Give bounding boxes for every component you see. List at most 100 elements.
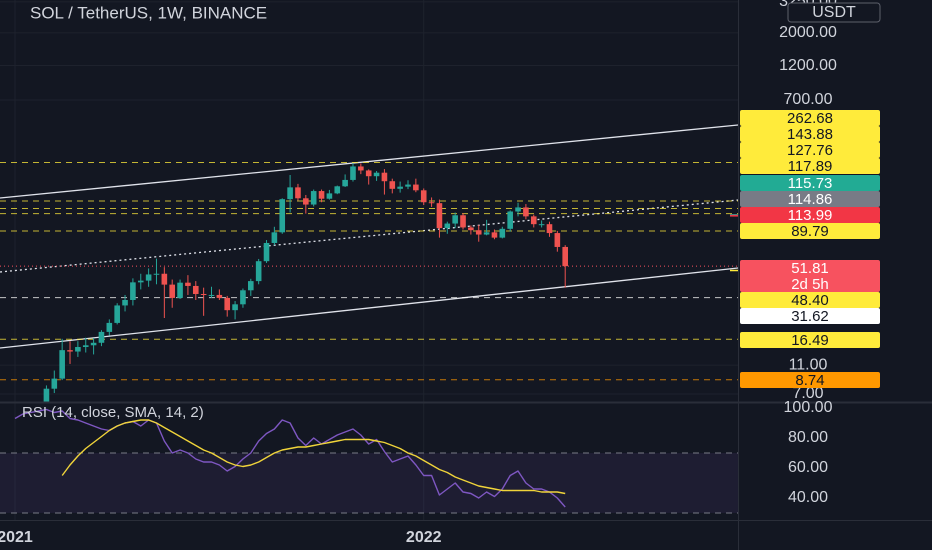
price-tag-label: 143.88 xyxy=(787,126,833,143)
y-tick-label: 40.00 xyxy=(788,489,828,506)
candle-body xyxy=(365,170,372,177)
candle-body xyxy=(452,215,458,224)
price-tag-label: 48.40 xyxy=(791,292,829,309)
candle-body xyxy=(185,282,191,286)
price-tag xyxy=(740,175,880,191)
candle-body xyxy=(342,179,348,187)
chart-title: SOL / TetherUS, 1W, BINANCE xyxy=(30,3,267,22)
candle-body xyxy=(358,166,364,171)
price-tag-label: 117.89 xyxy=(788,158,833,175)
candle-body xyxy=(161,273,168,285)
candle-body xyxy=(224,297,231,311)
candle-body xyxy=(295,187,301,199)
candle-body xyxy=(232,304,238,311)
candle-body xyxy=(546,224,553,234)
y-tick-label: 11.00 xyxy=(789,356,828,373)
price-tag-label: 89.79 xyxy=(791,223,829,240)
candle-body xyxy=(82,345,89,348)
price-tag xyxy=(740,126,880,142)
price-tag-label: 127.76 xyxy=(787,142,833,159)
y-tick-label: 100.00 xyxy=(784,399,833,416)
channel-lower-line xyxy=(0,267,738,349)
candle-body xyxy=(122,299,128,306)
candle-body xyxy=(475,230,482,235)
candle-body xyxy=(255,261,262,282)
channel-upper-line xyxy=(0,124,738,199)
price-tag-label: 262.68 xyxy=(787,110,833,127)
candle-body xyxy=(413,184,419,191)
candle-body xyxy=(169,284,175,298)
candle-body xyxy=(405,184,411,187)
candle-body xyxy=(420,190,427,203)
candle-body xyxy=(554,233,561,247)
bar-countdown: 2d 5h xyxy=(791,276,829,293)
price-tag xyxy=(740,158,880,174)
candle-body xyxy=(43,388,50,402)
candle-body xyxy=(460,215,466,228)
candle-body xyxy=(523,207,529,217)
rsi-line xyxy=(61,419,566,495)
candle-body xyxy=(114,305,120,323)
price-tag xyxy=(740,260,880,292)
rsi-pane xyxy=(0,408,738,514)
candle-body xyxy=(137,280,144,283)
candle-body xyxy=(106,322,113,332)
candle-body xyxy=(310,191,317,205)
price-tag xyxy=(740,207,880,223)
price-tag xyxy=(740,142,880,158)
grid xyxy=(0,0,738,520)
candle-body xyxy=(216,294,223,298)
candle-body xyxy=(130,282,136,300)
currency-box[interactable] xyxy=(787,2,881,23)
candle-body xyxy=(90,342,97,346)
channel-mid-line xyxy=(0,199,738,273)
price-tag xyxy=(740,332,880,348)
candle-body xyxy=(177,282,183,298)
candle-body xyxy=(279,199,286,233)
candle-body xyxy=(75,347,81,352)
candle-body xyxy=(381,172,388,182)
candle-body xyxy=(538,224,545,226)
candle-body xyxy=(530,216,537,225)
price-tag xyxy=(740,372,880,388)
candle-body xyxy=(373,172,380,177)
x-tick-label: 2022 xyxy=(406,529,442,546)
y-tick-label: 7.00 xyxy=(792,385,823,402)
candle-body xyxy=(334,186,341,194)
candle-body xyxy=(326,193,333,199)
candle-body xyxy=(499,228,506,238)
candle-body xyxy=(444,223,451,229)
price-pane xyxy=(0,124,738,402)
candle-body xyxy=(507,211,513,229)
candle-body xyxy=(263,242,270,262)
candle-body xyxy=(98,331,105,343)
x-tick-label: 2021 xyxy=(0,529,33,546)
price-tag xyxy=(740,191,880,207)
y-tick-label: 80.00 xyxy=(788,429,828,446)
candle-body xyxy=(287,187,293,200)
price-tag-label: 115.73 xyxy=(788,175,833,192)
candle-body xyxy=(389,181,396,189)
candle-body xyxy=(397,186,403,189)
currency: USDT xyxy=(812,4,856,21)
price-tag xyxy=(740,292,880,308)
candle-body xyxy=(468,227,474,231)
price-tag-label: 8.74 xyxy=(795,372,824,389)
price-tag xyxy=(740,223,880,239)
candle-body xyxy=(303,198,309,205)
candle-body xyxy=(240,290,246,305)
rsi-line xyxy=(14,408,566,508)
candle-body xyxy=(350,166,356,180)
candle-body xyxy=(491,232,498,238)
candle-body xyxy=(67,350,73,352)
candle-body xyxy=(145,274,152,281)
candle-body xyxy=(153,273,160,275)
candle-body xyxy=(200,293,207,295)
candle-body xyxy=(51,378,58,389)
candle-body xyxy=(562,246,568,267)
y-tick-label: 2000.00 xyxy=(779,24,837,41)
candle-body xyxy=(271,232,278,243)
candle-body xyxy=(248,281,254,291)
